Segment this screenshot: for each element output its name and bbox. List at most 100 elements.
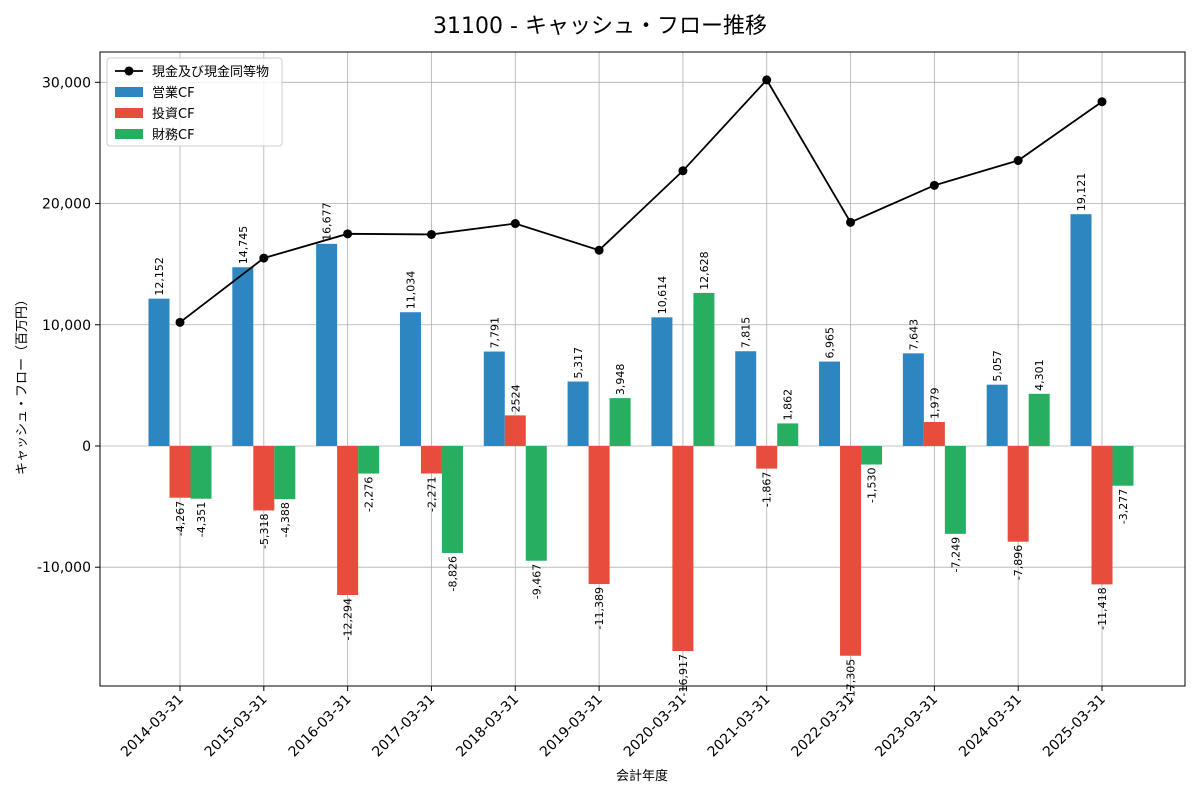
data-label: -11,418 xyxy=(1096,587,1109,629)
bar xyxy=(190,445,212,499)
data-label: -5,318 xyxy=(258,513,271,548)
data-label: -3,277 xyxy=(1117,489,1130,524)
data-label: -4,388 xyxy=(279,502,292,537)
bar xyxy=(923,421,945,446)
data-label: 7,791 xyxy=(488,317,501,349)
x-tick-label: 2023-03-31 xyxy=(872,692,941,761)
bar xyxy=(777,423,799,446)
bar xyxy=(651,317,673,446)
cash-point xyxy=(426,229,436,239)
x-tick-label: 2017-03-31 xyxy=(369,692,438,761)
x-tick-label: 2015-03-31 xyxy=(202,692,271,761)
y-tick-label: 10,000 xyxy=(42,318,91,334)
data-label: -1,530 xyxy=(866,468,879,503)
x-tick-label: 2025-03-31 xyxy=(1040,692,1109,761)
bar xyxy=(316,243,338,446)
legend-box xyxy=(106,57,283,147)
bar xyxy=(986,384,1008,446)
data-label: -2,271 xyxy=(425,477,438,512)
bar xyxy=(274,445,296,500)
cash-point xyxy=(343,229,353,239)
cash-point xyxy=(594,245,604,255)
bar xyxy=(232,267,254,446)
data-label: -4,351 xyxy=(195,502,208,537)
data-label: -17,305 xyxy=(845,659,858,701)
cash-line xyxy=(175,75,1107,327)
legend-label: 投資CF xyxy=(152,106,195,122)
bar xyxy=(420,445,442,474)
y-tick-label: 0 xyxy=(82,439,91,455)
cash-point xyxy=(259,253,269,263)
bar xyxy=(483,351,505,446)
bar xyxy=(1112,445,1134,486)
x-tick-label: 2021-03-31 xyxy=(705,692,774,761)
bar xyxy=(567,381,589,446)
chart-title: 31100 - キャッシュ・フロー推移 xyxy=(433,14,767,39)
legend-label: 営業CF xyxy=(152,85,195,101)
bar xyxy=(693,292,715,446)
bar xyxy=(1091,445,1113,585)
cash-point xyxy=(762,75,772,85)
bar xyxy=(253,445,275,511)
bar xyxy=(1007,445,1029,542)
y-tick-label: 30,000 xyxy=(42,75,91,91)
data-label: 2524 xyxy=(509,384,522,412)
x-tick-label: 2014-03-31 xyxy=(118,692,187,761)
data-label: 1,862 xyxy=(782,389,795,421)
bar xyxy=(588,445,610,585)
data-label: 14,745 xyxy=(237,226,250,265)
data-label: -2,276 xyxy=(363,477,376,512)
bar xyxy=(756,445,778,469)
data-label: -9,467 xyxy=(530,564,543,599)
data-label: -7,896 xyxy=(1012,545,1025,580)
data-label: 5,057 xyxy=(991,350,1004,382)
data-label: 1,979 xyxy=(928,387,941,419)
data-label: 3,948 xyxy=(614,364,627,396)
bar xyxy=(840,445,862,656)
bar xyxy=(944,445,966,534)
data-label: 12,628 xyxy=(698,251,711,290)
bar xyxy=(902,353,924,446)
y-tick-label: 20,000 xyxy=(42,197,91,213)
x-tick-label: 2018-03-31 xyxy=(453,692,522,761)
bar xyxy=(169,445,191,498)
y-axis-label: キャッシュ・フロー（百万円） xyxy=(15,293,30,475)
cash-point xyxy=(929,180,939,190)
data-label: 12,152 xyxy=(153,257,166,296)
data-label: -4,267 xyxy=(174,501,187,536)
bar xyxy=(148,298,170,446)
bar xyxy=(441,445,463,553)
cash-point xyxy=(678,166,688,176)
cash-point xyxy=(1097,97,1107,107)
legend-swatch xyxy=(115,108,143,118)
plot-frame xyxy=(99,51,1186,687)
x-tick-label: 2022-03-31 xyxy=(789,692,858,761)
bar xyxy=(861,445,883,465)
cash-point xyxy=(175,317,185,327)
bar xyxy=(1070,214,1092,446)
data-label: -11,389 xyxy=(593,587,606,629)
data-labels: 12,152 14,745 16,677 11,034 7,791 5,317 10,614… xyxy=(153,173,1130,702)
bar xyxy=(399,312,421,446)
cash-point xyxy=(1013,155,1023,165)
cash-point xyxy=(846,217,856,227)
data-label: 16,677 xyxy=(321,202,334,241)
x-tick-label: 2016-03-31 xyxy=(286,692,355,761)
data-label: -8,826 xyxy=(446,556,459,591)
bar xyxy=(504,415,526,446)
bar xyxy=(672,445,694,652)
data-label: 19,121 xyxy=(1075,173,1088,212)
legend-marker xyxy=(124,66,134,76)
bars xyxy=(148,214,1134,656)
data-label: 7,643 xyxy=(907,319,920,351)
legend-swatch xyxy=(115,87,143,97)
legend-swatch xyxy=(115,129,143,139)
x-tick-label: 2024-03-31 xyxy=(956,692,1025,761)
x-tick-label: 2019-03-31 xyxy=(537,692,606,761)
data-label: 10,614 xyxy=(656,276,669,315)
grid xyxy=(100,52,1185,686)
data-label: 6,965 xyxy=(824,327,837,359)
x-tick-label: 2020-03-31 xyxy=(621,692,690,761)
